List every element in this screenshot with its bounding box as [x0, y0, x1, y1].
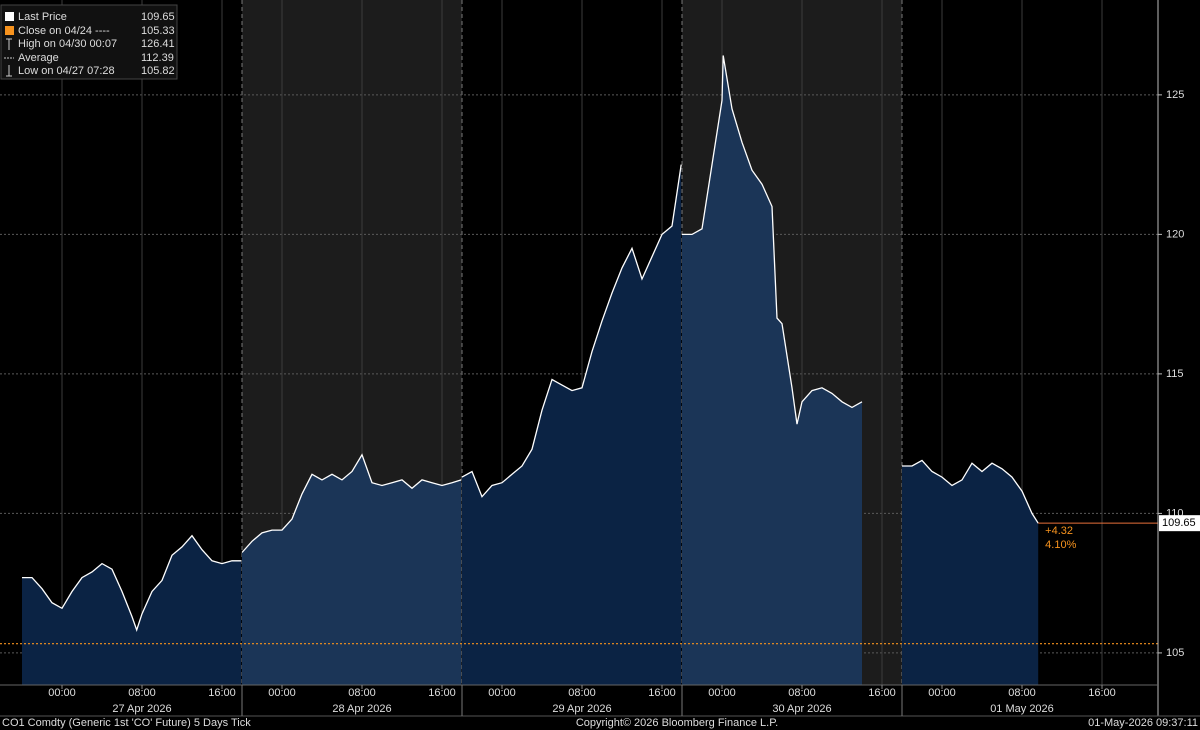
x-tick-label: 16:00	[868, 687, 896, 699]
change-annotation: +4.32	[1045, 525, 1073, 537]
area	[682, 55, 862, 685]
date-label: 28 Apr 2026	[332, 703, 391, 715]
legend-marker	[6, 65, 12, 77]
area	[902, 460, 1039, 685]
date-label: 01 May 2026	[990, 703, 1054, 715]
x-tick-label: 00:00	[488, 687, 516, 699]
x-tick-label: 08:00	[568, 687, 596, 699]
legend-label: Last Price	[18, 11, 67, 23]
x-tick-label: 00:00	[708, 687, 736, 699]
legend-marker	[6, 38, 12, 50]
x-tick-label: 00:00	[268, 687, 296, 699]
legend-label: Average	[18, 52, 59, 64]
legend-box	[0, 4, 178, 80]
legend-value: 105.82	[141, 65, 175, 77]
y-tick-label: 125	[1166, 89, 1184, 101]
legend-marker	[5, 26, 14, 35]
x-tick-label: 08:00	[128, 687, 156, 699]
area	[22, 535, 242, 685]
legend-value: 109.65	[141, 11, 175, 23]
change-annotation: 4.10%	[1045, 539, 1076, 551]
legend-label: High on 04/30 00:07	[18, 38, 117, 50]
last-price-box	[1159, 515, 1200, 532]
legend-value: 112.39	[141, 52, 174, 64]
date-label: 27 Apr 2026	[112, 703, 171, 715]
marks: +4.32 4.10%	[0, 55, 1158, 686]
x-tick-label: 08:00	[348, 687, 376, 699]
price-line	[241, 453, 462, 553]
x-tick-label: 00:00	[928, 687, 956, 699]
legend: Last Price 109.65 Close on 04/24 ---- 10…	[0, 4, 178, 80]
legend-value: 126.41	[141, 38, 175, 50]
price-line	[902, 459, 1039, 524]
date-label: 29 Apr 2026	[552, 703, 611, 715]
price-line	[461, 164, 682, 498]
legend-marker	[5, 12, 14, 21]
price-line	[22, 534, 242, 633]
footer-left: CO1 Comdty (Generic 1st 'CO' Future) 5 D…	[2, 717, 251, 729]
x-tick-label: 08:00	[1008, 687, 1036, 699]
x-tick-label: 16:00	[648, 687, 676, 699]
y-tick-label: 115	[1166, 368, 1184, 380]
x-tick-label: 16:00	[428, 687, 456, 699]
x-tick-label: 08:00	[788, 687, 816, 699]
last-price-label: 109.65	[1162, 517, 1196, 529]
footer-right: 01-May-2026 09:37:11	[1088, 717, 1198, 729]
date-label: 30 Apr 2026	[772, 703, 831, 715]
footer-center: Copyright© 2026 Bloomberg Finance L.P.	[576, 717, 778, 729]
x-tick-label: 00:00	[48, 687, 76, 699]
price-line	[682, 55, 863, 425]
y-tick-label: 105	[1166, 647, 1184, 659]
legend-label: Low on 04/27 07:28	[18, 65, 115, 77]
legend-value: 105.33	[141, 25, 175, 37]
area	[462, 164, 682, 686]
x-tick-label: 16:00	[208, 687, 236, 699]
y-tick-label: 120	[1166, 228, 1184, 240]
x-tick-label: 16:00	[1088, 687, 1116, 699]
legend-label: Close on 04/24 ----	[18, 25, 110, 37]
area	[242, 454, 462, 685]
